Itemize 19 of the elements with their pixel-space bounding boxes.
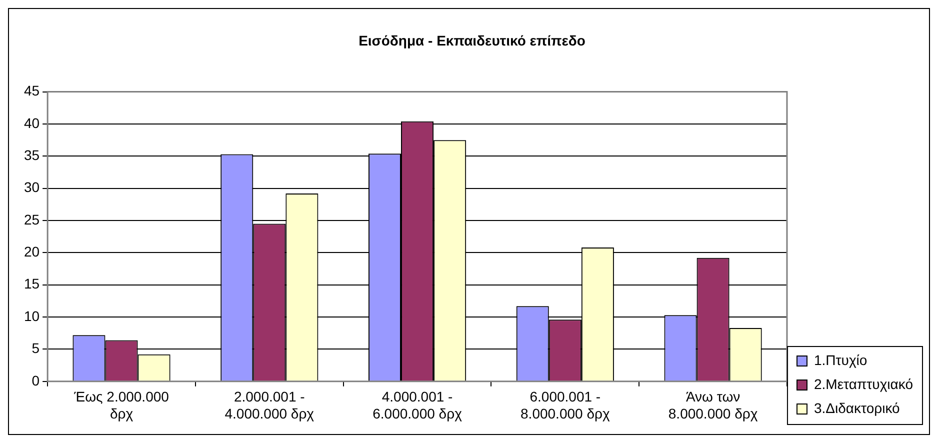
y-tick-label: 40 — [24, 114, 40, 131]
x-tick-label: 2.000.001 - 4.000.000 δρχ — [224, 388, 315, 422]
legend-label: 3.Διδακτορικό — [814, 400, 900, 416]
y-tick-label: 10 — [24, 308, 40, 324]
chart-title: Εισόδημα - Εκπαιδευτικό επίπεδο — [358, 32, 586, 48]
x-tick-label: Άνω των 8.000.000 δρχ — [668, 388, 758, 422]
y-tick-label: 45 — [24, 82, 40, 99]
y-tick-label: 25 — [24, 211, 40, 228]
legend-label: 2.Μεταπτυχιακό — [814, 376, 914, 392]
x-tick-label: Έως 2.000.000 δρχ — [73, 388, 170, 422]
legend-label: 1.Πτυχίο — [814, 352, 868, 368]
x-tick-label: 4.000.001 - 6.000.000 δρχ — [372, 388, 463, 422]
y-tick-label: 15 — [24, 276, 40, 292]
y-tick-label: 20 — [24, 244, 40, 260]
y-tick-label: 35 — [24, 147, 40, 164]
y-tick-label: 5 — [32, 340, 40, 356]
x-tick-label: 6.000.001 - 8.000.000 δρχ — [520, 388, 610, 422]
y-tick-label: 30 — [24, 179, 40, 196]
y-tick-label: 0 — [32, 372, 40, 388]
